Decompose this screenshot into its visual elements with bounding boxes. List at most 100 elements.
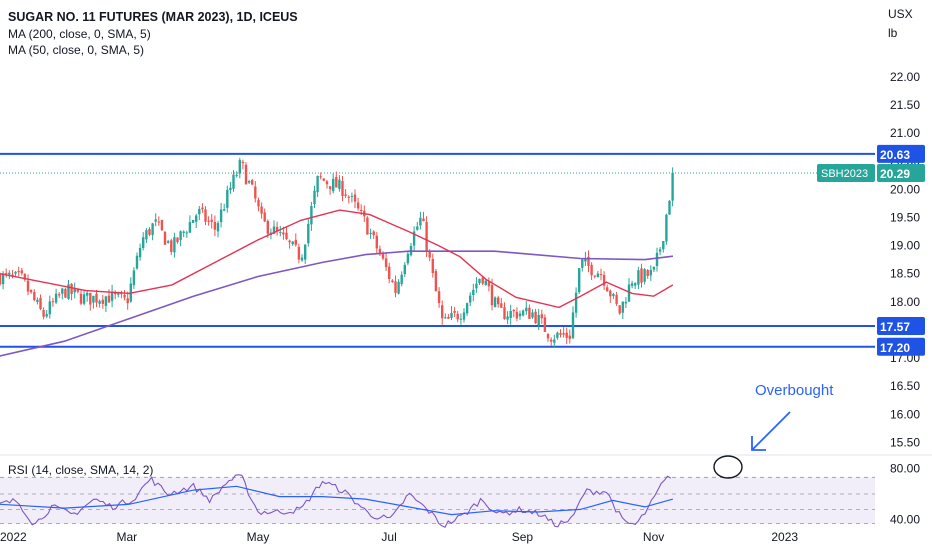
unit-label: lb [888, 26, 898, 40]
candle-body [472, 289, 475, 295]
level-badge-label: 17.57 [880, 320, 910, 334]
candle-body [254, 186, 257, 199]
candle-body [148, 229, 151, 235]
candle-body [191, 219, 195, 223]
candle-body [655, 252, 659, 266]
candle-body [338, 179, 341, 189]
candle-body [210, 219, 213, 222]
candle-body [285, 232, 288, 240]
candle-body [662, 241, 665, 250]
time-tick-label: Jul [381, 530, 396, 544]
candle-body [151, 223, 154, 235]
candle-body [412, 231, 416, 246]
candle-body [630, 283, 634, 286]
candle-body [366, 217, 369, 235]
candle-body [14, 271, 17, 274]
price-tick-label: 19.50 [890, 210, 920, 224]
price-tick-label: 21.00 [890, 126, 920, 140]
candle-body [353, 194, 357, 202]
price-tick-label: 19.00 [890, 239, 920, 253]
candle-body [8, 272, 11, 275]
candle-body [272, 226, 276, 234]
candle-body [235, 175, 238, 177]
candle-body [624, 301, 628, 304]
candle-body [615, 294, 618, 304]
candle-body [160, 220, 164, 231]
candle-body [17, 271, 20, 273]
candle-body [207, 220, 210, 222]
candle-body [391, 280, 394, 283]
candle-body [571, 312, 575, 339]
candle-body [219, 209, 223, 223]
candle-body [534, 311, 537, 324]
candle-body [33, 292, 36, 300]
last-price-label: 20.29 [880, 167, 910, 181]
level-badge-label: 17.20 [880, 341, 910, 355]
price-tick-label: 16.00 [890, 407, 920, 421]
horizontal-levels [0, 152, 875, 348]
candle-body [356, 202, 360, 209]
candle-body [602, 275, 606, 286]
candle-body [456, 313, 459, 320]
candle-body [20, 270, 23, 274]
candle-body [92, 295, 95, 303]
candle-body [266, 220, 269, 234]
candle-body [416, 226, 419, 230]
overbought-annotation: Overbought [755, 382, 834, 399]
candle-body [397, 281, 400, 294]
candle-body [590, 264, 593, 276]
candle-body [247, 181, 251, 183]
candle-body [1, 273, 5, 285]
candle-body [70, 283, 73, 294]
candle-body [95, 293, 98, 303]
symbol-badge [817, 164, 875, 182]
candle-body [344, 194, 347, 196]
candle-body [350, 195, 354, 197]
candle-body [668, 200, 671, 215]
time-tick-label: 2022 [0, 530, 27, 544]
moving-averages [0, 209, 674, 357]
annotation-arrow-icon [751, 411, 791, 451]
candle-body [347, 196, 350, 198]
candle-body [465, 303, 469, 314]
candle-body [556, 332, 559, 338]
candle-body [61, 288, 64, 294]
candle-body [475, 283, 478, 289]
time-tick-label: Nov [643, 530, 664, 544]
candle-body [612, 293, 615, 297]
candle-body [201, 207, 204, 210]
candle-body [525, 307, 528, 312]
candle-body [341, 181, 344, 196]
time-tick-label: Sep [512, 530, 534, 544]
candle-body [0, 274, 2, 285]
candle-body [643, 269, 646, 282]
candle-body [54, 293, 58, 303]
candle-body [332, 178, 335, 192]
candle-body [372, 231, 375, 236]
candle-body [609, 290, 612, 297]
rsi-label: RSI (14, close, SMA, 14, 2) [8, 463, 153, 477]
candle-body [665, 214, 668, 242]
candle-body [506, 316, 509, 320]
price-axis: 22.0021.5021.0020.5020.0019.5019.0018.50… [890, 70, 920, 527]
time-tick-label: May [247, 530, 270, 544]
candle-body [437, 291, 441, 304]
candle-body [238, 160, 241, 174]
candle-body [627, 284, 631, 302]
candle-body [135, 255, 139, 269]
candle-body [646, 270, 649, 276]
candle-body [123, 294, 126, 298]
price-tick-label: 22.00 [890, 70, 920, 84]
candle-body [51, 301, 55, 303]
currency-label: USX [888, 7, 913, 21]
price-tick-label: 18.00 [890, 295, 920, 309]
candle-body [213, 222, 217, 230]
rsi-tick-label: 80.00 [890, 461, 920, 475]
candles [0, 157, 674, 348]
candle-body [76, 289, 79, 292]
candle-body [649, 269, 652, 276]
ma50-line [0, 209, 674, 309]
candle-body [450, 312, 453, 318]
candle-body [425, 222, 428, 251]
